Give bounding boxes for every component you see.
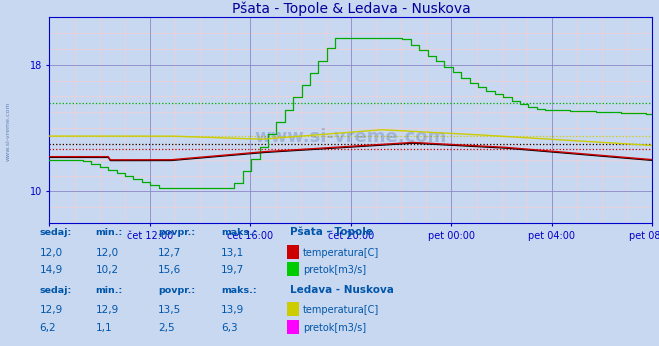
Text: min.:: min.: (96, 228, 123, 237)
Text: 12,0: 12,0 (96, 248, 119, 258)
Text: 12,9: 12,9 (96, 305, 119, 315)
Text: 13,1: 13,1 (221, 248, 244, 258)
Text: 12,9: 12,9 (40, 305, 63, 315)
Text: povpr.:: povpr.: (158, 286, 195, 295)
Text: Pšata - Topole: Pšata - Topole (290, 227, 373, 237)
Text: min.:: min.: (96, 286, 123, 295)
Text: temperatura[C]: temperatura[C] (303, 248, 380, 258)
Text: 6,3: 6,3 (221, 323, 237, 333)
Text: 12,7: 12,7 (158, 248, 181, 258)
Text: povpr.:: povpr.: (158, 228, 195, 237)
Text: pretok[m3/s]: pretok[m3/s] (303, 323, 366, 333)
Text: maks.:: maks.: (221, 228, 256, 237)
Text: pretok[m3/s]: pretok[m3/s] (303, 265, 366, 275)
Text: 19,7: 19,7 (221, 265, 244, 275)
Text: 13,9: 13,9 (221, 305, 244, 315)
Text: 10,2: 10,2 (96, 265, 119, 275)
Text: 12,0: 12,0 (40, 248, 63, 258)
Text: maks.:: maks.: (221, 286, 256, 295)
Text: sedaj:: sedaj: (40, 228, 72, 237)
Text: 2,5: 2,5 (158, 323, 175, 333)
Text: Ledava - Nuskova: Ledava - Nuskova (290, 285, 394, 295)
Text: 13,5: 13,5 (158, 305, 181, 315)
Text: www.si-vreme.com: www.si-vreme.com (5, 102, 11, 161)
Text: 1,1: 1,1 (96, 323, 112, 333)
Text: 14,9: 14,9 (40, 265, 63, 275)
Title: Pšata - Topole & Ledava - Nuskova: Pšata - Topole & Ledava - Nuskova (231, 2, 471, 16)
Text: 15,6: 15,6 (158, 265, 181, 275)
Text: temperatura[C]: temperatura[C] (303, 305, 380, 315)
Text: sedaj:: sedaj: (40, 286, 72, 295)
Text: www.si-vreme.com: www.si-vreme.com (255, 128, 447, 146)
Text: 6,2: 6,2 (40, 323, 56, 333)
